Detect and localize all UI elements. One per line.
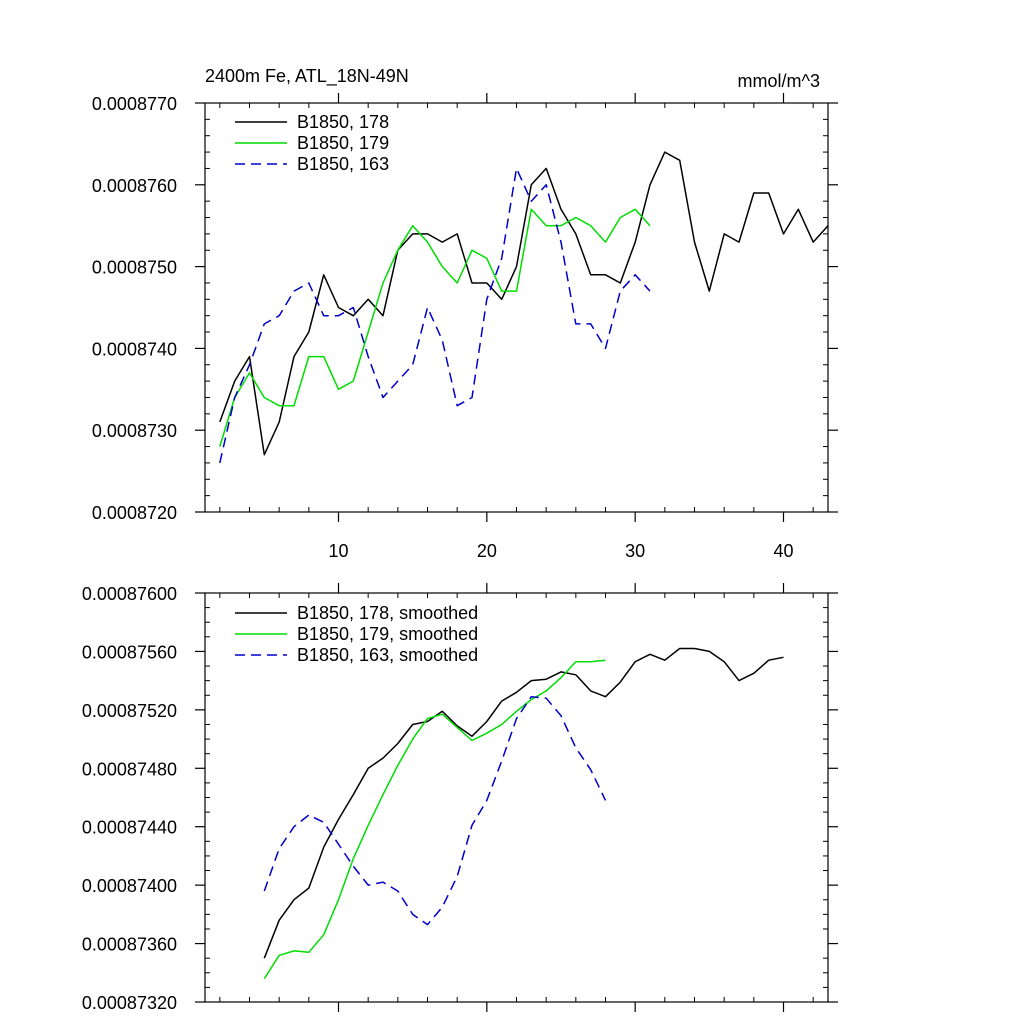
y-tick-label: 0.0008720: [92, 503, 177, 523]
y-tick-label: 0.00087320: [82, 993, 177, 1013]
legend-label-3: B1850, 163: [297, 154, 389, 174]
y-tick-label: 0.0008730: [92, 421, 177, 441]
y-tick-label: 0.0008760: [92, 176, 177, 196]
y-tick-label: 0.00087560: [82, 642, 177, 662]
series-line-3: [219, 167, 651, 464]
series-line-3: [263, 695, 607, 926]
top-panel: 10 20 30 40 0.0008720 0.0008730 0.0008740 0.000…: [92, 66, 838, 561]
series-line-2: [219, 208, 651, 447]
y-tick-label: 0.00087400: [82, 876, 177, 896]
chart-title: 2400m Fe, ATL_18N-49N: [205, 66, 409, 87]
bottom-panel: 0.00087320 0.00087360 0.00087400 0.00087440…: [82, 583, 838, 1013]
units-label: mmol/m^3: [738, 71, 820, 91]
y-tick-label: 0.00087520: [82, 701, 177, 721]
legend-label-2: B1850, 179, smoothed: [297, 624, 478, 644]
y-tick-label: 0.0008750: [92, 258, 177, 278]
y-tick-label: 0.00087600: [82, 584, 177, 604]
y-tick-label: 0.00087480: [82, 759, 177, 779]
legend-label-2: B1850, 179: [297, 133, 389, 153]
legend-label-1: B1850, 178: [297, 112, 389, 132]
x-tick-label: 20: [477, 541, 497, 561]
legend-label-1: B1850, 178, smoothed: [297, 603, 478, 623]
y-tick-label: 0.0008740: [92, 339, 177, 359]
y-tick-label: 0.00087440: [82, 818, 177, 838]
x-tick-label: 10: [328, 541, 348, 561]
series-line-1: [263, 647, 784, 959]
y-tick-label: 0.00087360: [82, 935, 177, 955]
series-line-1: [219, 151, 829, 456]
x-tick-label: 30: [625, 541, 645, 561]
x-tick-label: 40: [773, 541, 793, 561]
y-tick-label: 0.0008770: [92, 94, 177, 114]
series-line-2: [263, 659, 606, 980]
legend-label-3: B1850, 163, smoothed: [297, 645, 478, 665]
